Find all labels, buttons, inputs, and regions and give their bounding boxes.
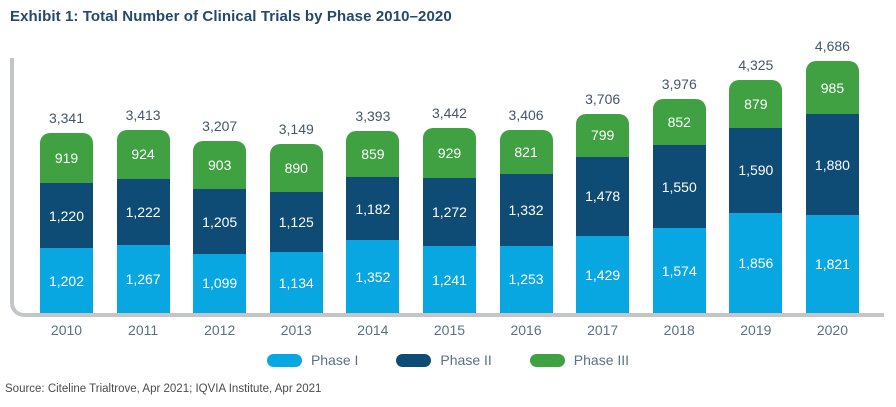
bar-2016: 3,406 821 1,332 1,253 — [499, 106, 553, 313]
legend-swatch-phase-iii — [529, 353, 565, 367]
bar-segment-phase-iii: 799 — [576, 113, 630, 157]
bar-segment-phase-ii: 1,550 — [652, 145, 706, 229]
bar-segment-phase-ii: 1,220 — [40, 182, 93, 249]
bar-total-label: 4,325 — [738, 57, 774, 74]
legend: Phase I Phase II Phase III — [0, 352, 896, 368]
x-axis-label-2014: 2014 — [357, 322, 389, 338]
bar-segment-phase-i: 1,856 — [729, 213, 783, 313]
legend-item-phase-i: Phase I — [266, 352, 359, 368]
axis-frame — [10, 58, 884, 317]
bar-2014: 3,393 859 1,182 1,352 — [346, 107, 400, 313]
bar-segment-phase-i: 1,099 — [193, 253, 247, 313]
bar-segment-phase-ii: 1,182 — [346, 176, 400, 241]
x-axis-label-2019: 2019 — [740, 322, 772, 338]
bar-total-label: 3,393 — [355, 107, 391, 124]
legend-label: Phase I — [310, 352, 359, 368]
bar-2019: 4,325 879 1,590 1,856 — [729, 57, 783, 313]
bar-segment-phase-i: 1,429 — [576, 236, 630, 313]
legend-item-phase-iii: Phase III — [529, 352, 630, 368]
legend-swatch-phase-i — [266, 353, 302, 367]
bar-segment-phase-ii: 1,205 — [193, 189, 247, 254]
legend-label: Phase II — [440, 352, 492, 368]
bar-2020: 4,686 985 1,880 1,821 — [805, 38, 859, 313]
bar-2018: 3,976 852 1,550 1,574 — [652, 76, 706, 313]
x-axis-labels: 2010 2011 2012 2013 2014 2015 2016 2017 2018 2019… — [40, 322, 859, 338]
x-axis-label-2016: 2016 — [510, 322, 542, 338]
bar-total-label: 3,976 — [661, 76, 697, 93]
bar-segment-phase-i: 1,821 — [805, 215, 859, 313]
bar-segment-phase-i: 1,267 — [116, 244, 170, 313]
bar-2015: 3,442 929 1,272 1,241 — [422, 104, 476, 313]
bar-2012: 3,207 903 1,205 1,099 — [193, 117, 247, 313]
bar-segment-phase-ii: 1,880 — [805, 114, 859, 216]
bar-segment-phase-iii: 903 — [193, 140, 247, 190]
bars-container: 3,341 919 1,220 1,202 3,413 924 1,222 1,267 3,20… — [40, 38, 859, 313]
bar-total-label: 3,406 — [508, 106, 544, 123]
bar-segment-phase-i: 1,134 — [269, 252, 323, 313]
bar-2017: 3,706 799 1,478 1,429 — [576, 90, 630, 313]
x-axis-label-2015: 2015 — [433, 322, 466, 338]
legend-swatch-phase-ii — [396, 353, 432, 367]
x-axis-label-2010: 2010 — [50, 322, 83, 338]
bar-total-label: 3,341 — [48, 110, 85, 127]
bar-segment-phase-iii: 879 — [729, 80, 783, 128]
x-axis-label-2017: 2017 — [587, 322, 619, 338]
bar-2013: 3,149 890 1,125 1,134 — [269, 120, 323, 313]
bar-2010: 3,341 919 1,220 1,202 — [40, 110, 93, 313]
bar-segment-phase-iii: 919 — [40, 133, 93, 183]
x-axis-label-2020: 2020 — [816, 322, 849, 338]
bar-segment-phase-ii: 1,222 — [116, 179, 170, 245]
bar-segment-phase-ii: 1,478 — [576, 156, 630, 237]
bar-segment-phase-ii: 1,332 — [499, 174, 553, 246]
bar-total-label: 3,706 — [585, 90, 621, 107]
bar-total-label: 4,686 — [814, 38, 850, 55]
x-axis-label-2012: 2012 — [204, 322, 236, 338]
x-axis-label-2013: 2013 — [280, 322, 312, 338]
bar-segment-phase-i: 1,253 — [499, 245, 553, 313]
x-axis-label-2011: 2011 — [128, 322, 159, 338]
bar-total-label: 3,149 — [278, 120, 314, 137]
bar-segment-phase-iii: 890 — [269, 143, 323, 192]
bar-segment-phase-iii: 924 — [116, 129, 170, 180]
bar-segment-phase-iii: 859 — [346, 130, 400, 177]
bar-segment-phase-iii: 821 — [499, 129, 553, 175]
x-axis-label-2018: 2018 — [663, 322, 695, 338]
legend-item-phase-ii: Phase II — [396, 352, 492, 368]
bar-total-label: 3,207 — [202, 117, 238, 134]
bar-segment-phase-ii: 1,272 — [422, 177, 476, 247]
source-note: Source: Citeline Trialtrove, Apr 2021; I… — [5, 383, 322, 395]
bar-segment-phase-iii: 985 — [805, 61, 859, 115]
legend-label: Phase III — [573, 352, 630, 368]
bar-segment-phase-ii: 1,590 — [729, 127, 783, 214]
bar-segment-phase-iii: 852 — [652, 99, 706, 146]
bar-segment-phase-i: 1,574 — [652, 228, 706, 313]
bar-segment-phase-ii: 1,125 — [269, 191, 323, 252]
bar-segment-phase-i: 1,352 — [346, 240, 400, 313]
bar-2011: 3,413 924 1,222 1,267 — [116, 106, 170, 313]
bar-total-label: 3,413 — [125, 106, 161, 123]
bar-total-label: 3,442 — [431, 104, 467, 121]
page-title: Exhibit 1: Total Number of Clinical Tria… — [10, 8, 452, 25]
bar-segment-phase-i: 1,241 — [422, 246, 476, 313]
bar-segment-phase-iii: 929 — [422, 127, 476, 178]
bar-segment-phase-i: 1,202 — [40, 248, 93, 313]
